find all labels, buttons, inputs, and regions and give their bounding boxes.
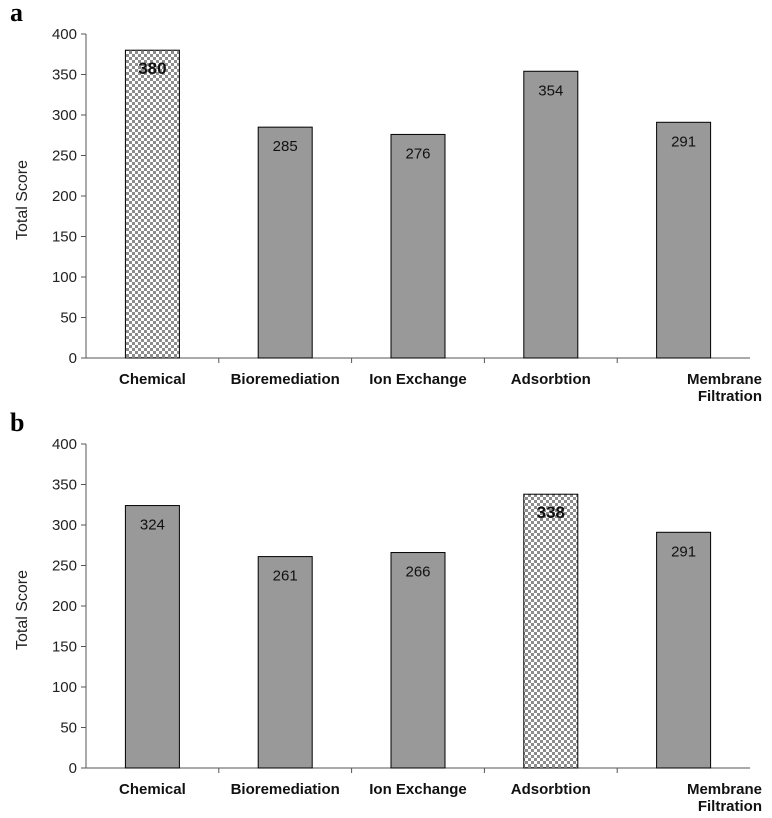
x-tick-label: Membrane: [687, 371, 762, 388]
bar: [390, 133, 446, 359]
bar: [124, 505, 180, 769]
y-tick-label: 300: [52, 107, 77, 124]
data-label: 266: [405, 564, 430, 581]
data-label: 261: [273, 568, 298, 585]
y-tick-label: 0: [69, 350, 77, 367]
y-tick-label: 150: [52, 639, 77, 656]
x-tick-label: Chemical: [119, 371, 186, 388]
data-label: 338: [537, 503, 565, 522]
bar-chart-a: 0 50 100 150 200 250 300 350 400 Total Score 380 Ch…: [14, 26, 762, 405]
bar: [656, 531, 712, 769]
bar: [257, 556, 313, 769]
x-tick-label: Ion Exchange: [369, 781, 467, 798]
panel-label: b: [10, 408, 25, 437]
chart-panel-a: a 0 50 100 150 200 250 300 350 400 Total Score 380…: [0, 0, 772, 405]
y-tick-label: 0: [69, 760, 77, 777]
bar-chart-b: 0 50 100 150 200 250 300 350 400 Total Score 324 Ch…: [14, 436, 762, 815]
x-tick-label: Adsorbtion: [511, 781, 591, 798]
y-tick-label: 350: [52, 67, 77, 84]
y-tick-label: 50: [60, 310, 77, 327]
x-tick-label: Chemical: [119, 781, 186, 798]
y-axis-label: Total Score: [14, 160, 31, 240]
x-tick-label: Adsorbtion: [511, 371, 591, 388]
data-label: 285: [273, 138, 298, 155]
chart-panel-b: b 0 50 100 150 200 250 300 350 400 Total Score 324…: [0, 408, 772, 816]
y-tick-label: 200: [52, 188, 77, 205]
bar: [257, 126, 313, 359]
y-tick-label: 300: [52, 517, 77, 534]
y-tick-label: 400: [52, 26, 77, 43]
x-tick-label: Membrane: [687, 781, 762, 798]
x-tick-label: Filtration: [698, 388, 762, 405]
data-label: 291: [671, 133, 696, 150]
y-tick-label: 50: [60, 720, 77, 737]
bar: [124, 49, 180, 359]
y-tick-label: 250: [52, 148, 77, 165]
bar: [523, 493, 579, 769]
panel-label: a: [10, 0, 23, 27]
y-tick-label: 150: [52, 229, 77, 246]
bar: [656, 121, 712, 359]
data-label: 380: [138, 59, 166, 78]
y-tick-label: 350: [52, 477, 77, 494]
x-tick-label: Bioremediation: [231, 371, 340, 388]
data-label: 276: [405, 145, 430, 162]
y-axis-label: Total Score: [14, 570, 31, 650]
data-label: 354: [538, 82, 563, 99]
data-label: 324: [140, 517, 165, 534]
y-tick-label: 200: [52, 598, 77, 615]
x-tick-label: Filtration: [698, 798, 762, 815]
x-tick-label: Bioremediation: [231, 781, 340, 798]
bar: [523, 70, 579, 359]
y-tick-label: 100: [52, 269, 77, 286]
y-tick-label: 100: [52, 679, 77, 696]
data-label: 291: [671, 543, 696, 560]
y-tick-label: 400: [52, 436, 77, 453]
bar: [390, 552, 446, 769]
y-tick-label: 250: [52, 558, 77, 575]
x-tick-label: Ion Exchange: [369, 371, 467, 388]
